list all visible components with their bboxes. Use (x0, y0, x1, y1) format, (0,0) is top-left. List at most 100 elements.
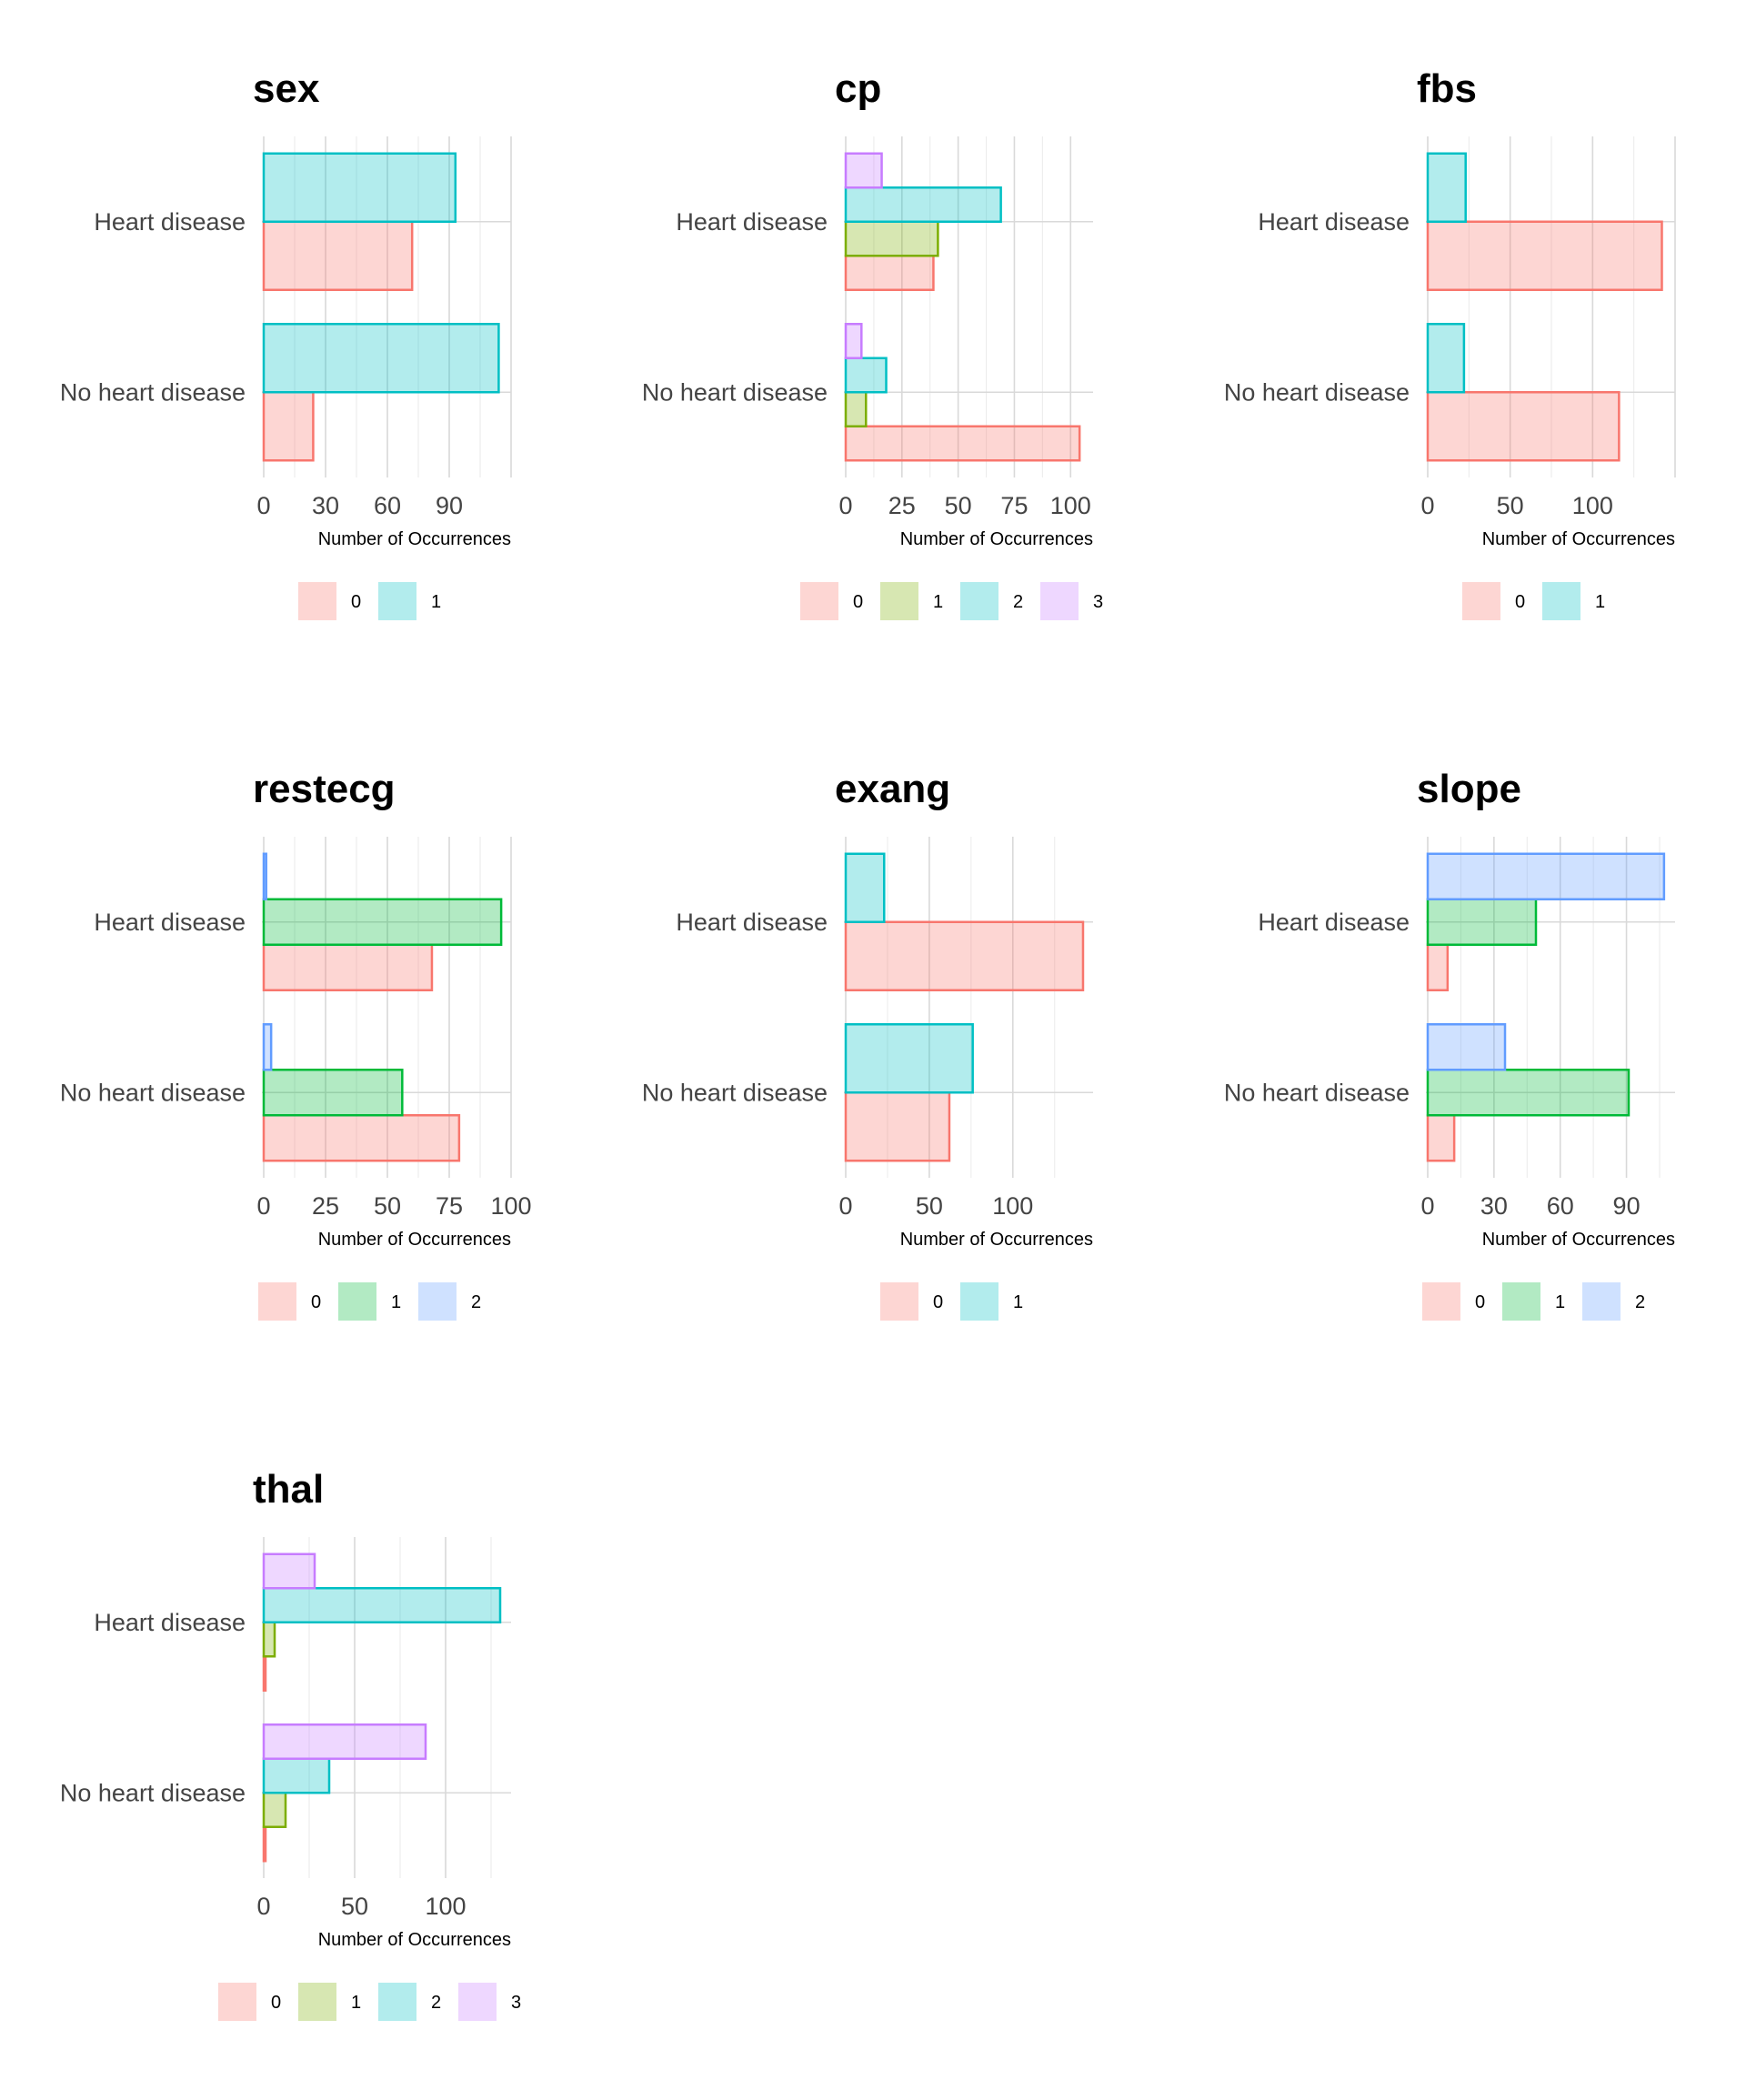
bar-exang-1-no-heart-disease (844, 1023, 974, 1094)
x-tick-label: 50 (945, 492, 972, 519)
x-tick-label: 0 (1420, 492, 1434, 519)
legend-key (880, 582, 918, 620)
bar-fbs-0-no-heart-disease (1426, 391, 1621, 462)
category-tick-label: Heart disease (1258, 208, 1410, 236)
bar-thal-2-no-heart-disease (262, 1757, 331, 1794)
x-tick-label: 50 (1497, 492, 1524, 519)
panel-title: thal (253, 1467, 324, 1512)
x-tick-label: 75 (436, 1192, 463, 1220)
category-tick-label: Heart disease (676, 208, 828, 236)
legend-key (338, 1282, 376, 1321)
category-tick-label: No heart disease (60, 1779, 246, 1806)
panel-restecg: restecg Heart disease No heart disease 0 25 5… (60, 767, 532, 1321)
bar-sex-1-no-heart-disease (262, 323, 500, 394)
legend-key (458, 1983, 497, 2021)
bar-thal-1-heart-disease (262, 1621, 276, 1658)
bar-sex-0-no-heart-disease (262, 391, 315, 462)
legend-label: 0 (1515, 592, 1525, 612)
x-tick-label: 25 (312, 1192, 339, 1220)
legend-label: 1 (933, 592, 943, 612)
panel-title: fbs (1417, 66, 1477, 111)
legend-key (960, 1282, 998, 1321)
x-axis-label: Number of Occurrences (318, 529, 511, 549)
bar-restecg-1-no-heart-disease (262, 1069, 404, 1117)
bar-cp-0-heart-disease (844, 255, 935, 291)
category-tick-label: No heart disease (642, 378, 828, 406)
legend-label: 0 (933, 1292, 943, 1312)
legend-key (418, 1282, 457, 1321)
panel-title: sex (253, 66, 320, 111)
legend-key (218, 1983, 256, 2021)
x-tick-label: 100 (992, 1192, 1033, 1220)
legend-label: 0 (853, 592, 863, 612)
legend-key (960, 582, 998, 620)
x-axis-label: Number of Occurrences (1482, 1230, 1675, 1250)
x-tick-label: 0 (838, 492, 852, 519)
legend: 0 1 2 3 (800, 582, 1103, 620)
bar-cp-0-no-heart-disease (844, 425, 1081, 462)
x-tick-label: 90 (1613, 1192, 1641, 1220)
bar-cp-3-heart-disease (844, 152, 883, 189)
legend-key (378, 582, 416, 620)
bar-restecg-2-heart-disease (262, 852, 267, 900)
panel-sex: sex Heart disease No heart disease 0 30 60 90 N… (60, 66, 512, 620)
bar-cp-1-heart-disease (844, 220, 939, 257)
x-tick-label: 60 (1547, 1192, 1574, 1220)
legend-key (800, 582, 838, 620)
legend-key (298, 582, 336, 620)
x-tick-label: 0 (1420, 1192, 1434, 1220)
bar-thal-0-no-heart-disease (262, 1825, 267, 1863)
x-tick-label: 0 (256, 1893, 270, 1920)
x-tick-label: 100 (425, 1893, 466, 1920)
x-tick-label: 60 (374, 492, 401, 519)
panel-thal: thal Heart disease No heart disease 0 50 100 N… (60, 1467, 521, 2021)
bar-thal-0-heart-disease (262, 1655, 267, 1692)
legend-label: 2 (471, 1292, 481, 1312)
x-axis-label: Number of Occurrences (1482, 529, 1675, 549)
x-tick-label: 100 (490, 1192, 531, 1220)
legend: 0 1 2 (258, 1282, 481, 1321)
bar-fbs-0-heart-disease (1426, 220, 1663, 291)
category-tick-label: Heart disease (94, 1609, 246, 1636)
bar-thal-3-heart-disease (262, 1552, 316, 1590)
legend-key (1542, 582, 1580, 620)
bar-slope-2-no-heart-disease (1426, 1023, 1507, 1071)
category-tick-label: No heart disease (1224, 378, 1410, 406)
x-axis-label: Number of Occurrences (318, 1930, 511, 1950)
x-tick-label: 50 (341, 1893, 368, 1920)
legend-label: 3 (1093, 592, 1103, 612)
category-tick-label: No heart disease (60, 1079, 246, 1106)
bar-cp-2-no-heart-disease (844, 357, 888, 394)
bar-fbs-1-heart-disease (1426, 152, 1467, 223)
x-tick-label: 100 (1572, 492, 1613, 519)
bar-slope-1-no-heart-disease (1426, 1069, 1631, 1117)
legend-label: 0 (311, 1292, 321, 1312)
x-tick-label: 0 (256, 1192, 270, 1220)
category-tick-label: Heart disease (1258, 909, 1410, 936)
legend: 0 1 2 3 (218, 1983, 521, 2021)
legend-label: 2 (1635, 1292, 1645, 1312)
panel-title: restecg (253, 767, 396, 811)
x-tick-label: 50 (374, 1192, 401, 1220)
bar-restecg-2-no-heart-disease (262, 1023, 273, 1071)
legend-key (1582, 1282, 1621, 1321)
bar-fbs-1-no-heart-disease (1426, 323, 1466, 394)
bar-cp-2-heart-disease (844, 186, 1002, 223)
x-tick-label: 90 (436, 492, 463, 519)
bar-exang-0-heart-disease (844, 920, 1085, 991)
x-tick-label: 25 (888, 492, 916, 519)
legend-key (880, 1282, 918, 1321)
legend-key (1462, 582, 1500, 620)
bar-slope-1-heart-disease (1426, 898, 1538, 946)
bar-slope-0-heart-disease (1426, 943, 1450, 991)
legend-label: 2 (1013, 592, 1023, 612)
x-axis-label: Number of Occurrences (900, 529, 1093, 549)
panel-title: slope (1417, 767, 1521, 811)
bar-thal-3-no-heart-disease (262, 1723, 427, 1760)
category-tick-label: No heart disease (60, 378, 246, 406)
panel-title: cp (835, 66, 881, 111)
x-tick-label: 30 (312, 492, 339, 519)
